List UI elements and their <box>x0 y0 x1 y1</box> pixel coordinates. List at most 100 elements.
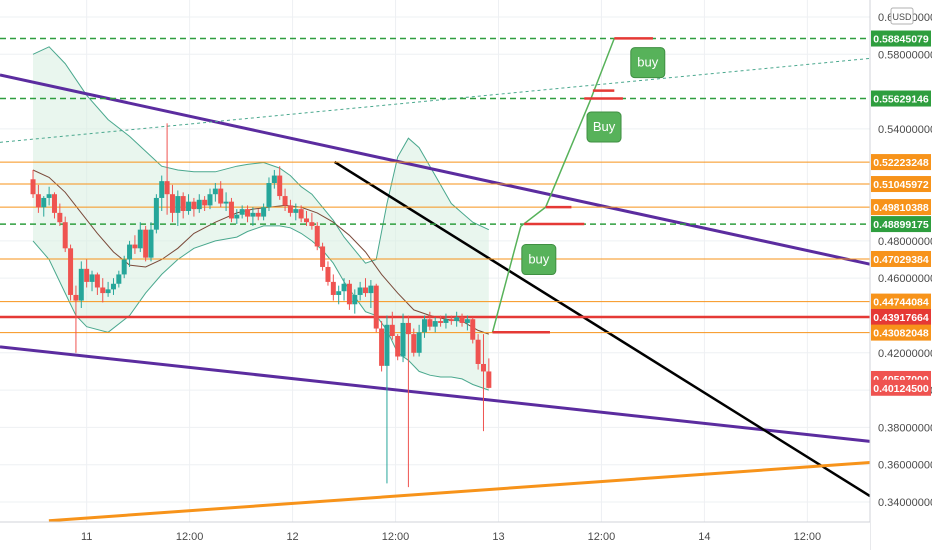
candle <box>261 203 267 221</box>
candle <box>325 261 331 286</box>
price-tag-box <box>871 199 931 216</box>
candle-body <box>35 194 41 208</box>
time-tick-label: 12 <box>286 531 298 543</box>
candle <box>282 188 288 212</box>
time-tick-label: 11 <box>81 531 92 543</box>
candle <box>421 315 427 338</box>
level-lines <box>0 37 870 334</box>
candle-body <box>427 319 433 327</box>
trendline-dotted-channel <box>0 57 871 143</box>
candle-body <box>454 317 460 322</box>
candle-body <box>245 209 251 217</box>
price-tick-label: 0.46000000 <box>878 273 932 285</box>
candle <box>411 328 417 357</box>
candle <box>341 278 347 301</box>
candle-body <box>443 319 449 323</box>
candle <box>464 315 470 331</box>
candle-body <box>389 324 395 336</box>
candle-body <box>363 287 369 294</box>
candle <box>73 285 79 353</box>
currency-label: USD <box>892 12 912 22</box>
candle <box>116 270 122 288</box>
candle <box>454 311 460 327</box>
candle <box>218 181 224 208</box>
candle-body <box>186 201 192 212</box>
price-tag-box <box>871 293 931 310</box>
candle <box>352 289 358 314</box>
candle-body <box>432 321 438 327</box>
candle <box>148 222 154 262</box>
candle-body <box>250 212 256 217</box>
candle-body <box>341 283 347 292</box>
candle <box>250 207 256 226</box>
candle <box>357 281 363 301</box>
candle-body <box>368 285 374 294</box>
candle-body <box>89 274 95 282</box>
price-tag: 0.43082048 <box>871 324 931 341</box>
candle <box>105 281 111 297</box>
candle-body <box>223 201 229 204</box>
buy-callout[interactable]: buy <box>521 244 557 276</box>
candle-body <box>132 244 138 249</box>
time-tick-label: 12:00 <box>176 531 204 543</box>
candle-body <box>180 196 186 212</box>
price-tag-box <box>871 154 931 171</box>
candle-body <box>298 209 304 219</box>
buy-callout[interactable]: Buy <box>586 111 622 143</box>
price-tag: 0.49810388 <box>871 199 931 216</box>
time-axis-background <box>0 522 870 550</box>
price-tick-label: 0.38000000 <box>878 422 932 434</box>
candle <box>186 194 192 215</box>
candle <box>346 280 352 310</box>
candle-body <box>234 214 240 219</box>
candle-body <box>304 218 310 223</box>
currency-badge[interactable]: USD <box>890 7 914 25</box>
price-axis[interactable]: 0.340000000.360000000.380000000.40000000… <box>869 0 932 550</box>
price-tick-label: 0.42000000 <box>878 348 932 360</box>
candle-body <box>41 197 47 208</box>
candle-body <box>421 319 427 333</box>
candle-body <box>416 332 422 353</box>
price-tag-label: 0.51045972 <box>873 179 929 191</box>
price-tag-label: 0.47029384 <box>873 254 929 266</box>
candle <box>234 209 240 225</box>
candle <box>298 205 304 223</box>
candle-body <box>309 222 315 226</box>
candle-body <box>202 199 208 206</box>
candle-body <box>411 334 417 353</box>
price-tag-box <box>871 324 931 341</box>
candle-body <box>175 196 181 213</box>
candle-body <box>277 175 283 197</box>
price-tag-label: 0.55629146 <box>873 94 929 106</box>
candle-body <box>153 197 159 230</box>
price-tick-label: 0.34000000 <box>878 497 932 509</box>
candle-body <box>293 209 299 213</box>
time-axis[interactable]: 11 12:00 12 12:00 13 12:00 14 12:00 <box>0 521 870 550</box>
candle-body <box>384 324 390 366</box>
price-tag-label: 0.44744084 <box>873 297 929 309</box>
candle-body <box>94 274 100 288</box>
bollinger-upper <box>32 46 490 264</box>
price-tag-box <box>871 309 931 326</box>
candle <box>470 317 476 344</box>
candle <box>373 283 379 333</box>
candle <box>62 216 68 253</box>
candle-body <box>266 183 272 208</box>
buy-callout[interactable]: buy <box>630 47 666 79</box>
candle-body <box>78 268 84 301</box>
candle <box>239 205 245 219</box>
candle-body <box>105 289 111 294</box>
candle-body <box>255 212 261 217</box>
callout-box <box>586 111 622 143</box>
trendline-purple-lower <box>0 345 871 443</box>
candle <box>46 186 52 206</box>
candle-body <box>164 181 170 195</box>
candle-body <box>373 285 379 329</box>
price-tag: 0.52223248 <box>871 154 931 171</box>
candle <box>379 321 385 372</box>
candle-body <box>218 188 224 204</box>
price-tag-box <box>871 30 931 47</box>
price-tag-label: 0.43082048 <box>873 328 929 340</box>
candle <box>57 203 63 226</box>
